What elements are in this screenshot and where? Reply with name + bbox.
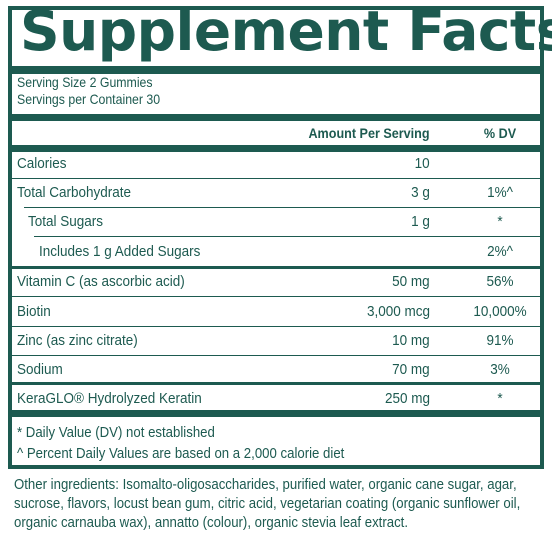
row-biotin-label: Biotin [17, 303, 51, 320]
row-zinc-amount: 10 mg [392, 332, 430, 349]
serving-divider [12, 114, 540, 121]
footnote-divider [12, 410, 540, 417]
amount-per-serving-header: Amount Per Serving [308, 125, 430, 141]
row-keraglo-dv: * [497, 390, 503, 407]
row-sodium-dv: 3% [490, 361, 510, 378]
row-divider [24, 207, 540, 208]
row-total-carbohydrate-label: Total Carbohydrate [17, 184, 132, 201]
servings-per-container: Servings per Container 30 [17, 91, 161, 107]
row-added-sugars-label: Includes 1 g Added Sugars [39, 243, 201, 260]
row-sodium-label: Sodium [17, 361, 63, 378]
row-calories-label: Calories [17, 155, 67, 172]
row-biotin-amount: 3,000 mcg [366, 303, 430, 320]
title-divider [12, 66, 540, 74]
row-keraglo-label: KeraGLO® Hydrolyzed Keratin [17, 390, 202, 407]
header-divider [12, 145, 540, 152]
row-total-sugars-amount: 1 g [411, 213, 430, 230]
row-vitamin-c-label: Vitamin C (as ascorbic acid) [17, 273, 185, 290]
row-total-carbohydrate-amount: 3 g [411, 184, 430, 201]
footnote-dv-not-established: * Daily Value (DV) not established [17, 424, 215, 441]
row-zinc-label: Zinc (as zinc citrate) [17, 332, 138, 349]
row-biotin-dv: 10,000% [473, 303, 527, 320]
row-vitamin-c-dv: 56% [486, 273, 514, 290]
panel-title: Supplement Facts [20, 0, 552, 63]
row-divider [34, 236, 540, 237]
row-zinc-dv: 91% [486, 332, 514, 349]
section-divider [12, 382, 540, 385]
row-total-sugars-dv: * [497, 213, 503, 230]
footnote-percent-dv: ^ Percent Daily Values are based on a 2,… [17, 445, 345, 462]
row-keraglo-amount: 250 mg [384, 390, 430, 407]
row-total-sugars-label: Total Sugars [28, 213, 104, 230]
serving-size: Serving Size 2 Gummies [17, 74, 153, 90]
row-vitamin-c-amount: 50 mg [392, 273, 430, 290]
dv-header: % DV [483, 125, 517, 141]
row-added-sugars-dv: 2%^ [487, 243, 513, 260]
row-calories-amount: 10 [414, 155, 430, 172]
section-divider [12, 266, 540, 269]
row-sodium-amount: 70 mg [392, 361, 430, 378]
row-divider [12, 296, 540, 297]
row-total-carbohydrate-dv: 1%^ [487, 184, 513, 201]
row-divider [12, 178, 540, 179]
row-divider [12, 326, 540, 327]
supplement-facts-panel: Supplement Facts Serving Size 2 Gummies … [8, 0, 552, 469]
other-ingredients: Other ingredients: Isomalto-oligosacchar… [14, 476, 521, 531]
row-divider [12, 355, 540, 356]
